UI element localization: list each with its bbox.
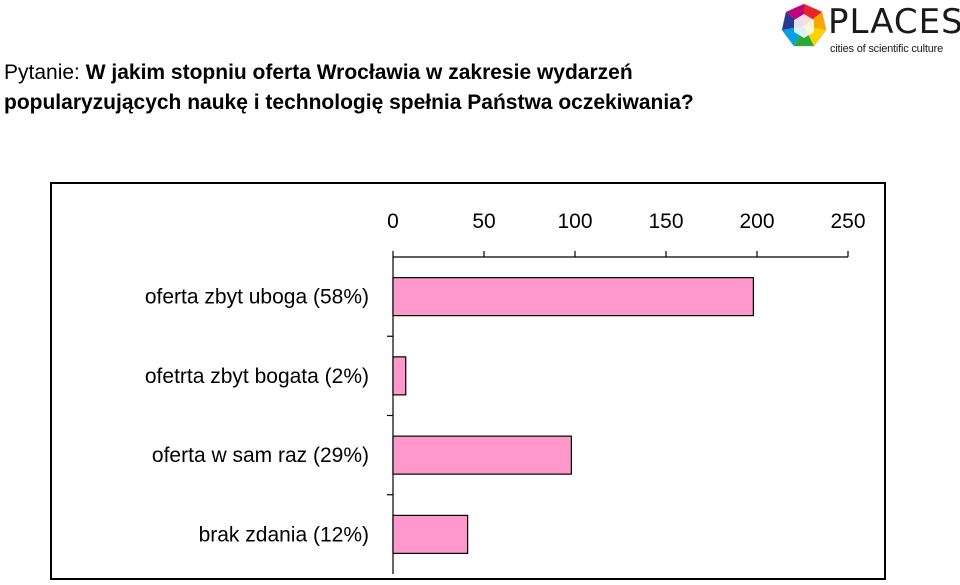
category-label: ofetrta zbyt bogata (2%) (145, 365, 369, 388)
x-tick-label: 250 (830, 210, 865, 233)
category-label: brak zdania (12%) (199, 523, 369, 546)
places-polygon-logo-icon (781, 3, 827, 47)
bar (392, 435, 572, 475)
chart-frame: 0 50 100 150 200 250 oferta zbyt uboga (58%) of… (50, 182, 886, 580)
x-tick-label: 100 (557, 210, 592, 233)
x-tick-label: 200 (739, 210, 774, 233)
bar (392, 514, 469, 554)
bar-chart: 0 50 100 150 200 250 oferta zbyt uboga (58%) of… (145, 210, 866, 574)
category-label: oferta w sam raz (29%) (152, 444, 369, 467)
logo-tagline: cities of scientific culture (830, 43, 943, 55)
category-label: oferta zbyt uboga (58%) (145, 286, 369, 309)
question-body: W jakim stopniu oferta Wrocławia w zakre… (4, 61, 694, 114)
places-logo: PLACES cities of scientific culture (778, 0, 960, 64)
bar (392, 356, 407, 396)
bar (392, 277, 754, 317)
x-tick-label: 50 (472, 210, 495, 233)
question-text: Pytanie: W jakim stopniu oferta Wrocławi… (4, 58, 804, 118)
x-tick-label: 0 (387, 210, 399, 233)
question-label: Pytanie: (4, 61, 86, 84)
x-tick-label: 150 (648, 210, 683, 233)
logo-wordmark: PLACES (828, 2, 960, 42)
